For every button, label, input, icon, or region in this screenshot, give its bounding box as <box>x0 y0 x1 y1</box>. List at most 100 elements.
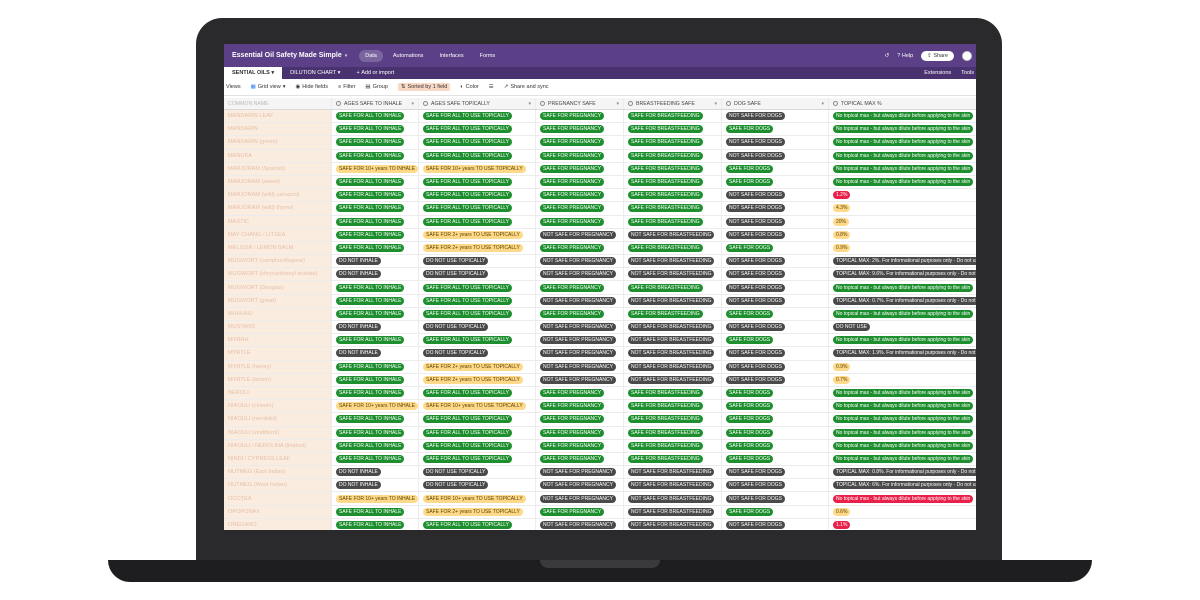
table-row[interactable]: MANDARIN SAFE FOR ALL TO INHALE SAFE FOR A… <box>224 123 976 137</box>
nav-automations[interactable]: Automations <box>392 52 424 59</box>
table-cell[interactable]: NOT SAFE FOR DOGS <box>722 492 829 505</box>
table-cell[interactable]: NOT SAFE FOR DOGS <box>722 136 829 149</box>
table-cell[interactable]: SAFE FOR ALL TO INHALE <box>332 149 419 162</box>
table-cell[interactable]: DO NOT USE TOPICALLY <box>419 479 536 492</box>
table-cell[interactable]: No topical max - but always dilute befor… <box>829 281 976 293</box>
table-cell[interactable]: SAFE FOR PREGNANCY <box>536 123 624 136</box>
table-cell[interactable]: DO NOT INHALE <box>332 347 419 360</box>
column-header[interactable]: AGES SAFE TO INHALE ▾ <box>332 98 419 109</box>
common-name-cell[interactable]: NIAOULI / NEROLINA (linalool) <box>224 439 332 452</box>
table-cell[interactable]: TOPICAL MAX: 6%. For informational purpo… <box>829 479 976 491</box>
table-cell[interactable]: SAFE FOR ALL TO USE TOPICALLY <box>419 149 536 162</box>
table-cell[interactable]: 0.7% <box>829 374 976 386</box>
table-cell[interactable]: SAFE FOR 2+ years TO USE TOPICALLY <box>419 241 536 255</box>
table-cell[interactable]: TOPICAL MAX: 1.9%. For informational pur… <box>829 347 976 359</box>
help-button[interactable]: ? Help <box>897 52 914 59</box>
table-cell[interactable]: SAFE FOR PREGNANCY <box>536 386 624 400</box>
table-cell[interactable]: SAFE FOR BREASTFEEDING <box>624 175 722 189</box>
table-cell[interactable]: SAFE FOR BREASTFEEDING <box>624 162 722 175</box>
table-row[interactable]: MAY CHANG / LITSEA SAFE FOR ALL TO INHALE… <box>224 228 976 242</box>
table-cell[interactable]: No topical max - but always dilute befor… <box>829 150 976 162</box>
table-cell[interactable]: NOT SAFE FOR DOGS <box>722 202 829 215</box>
common-name-cell[interactable]: MUSTARD <box>224 321 332 334</box>
table-cell[interactable]: SAFE FOR BREASTFEEDING <box>624 426 722 439</box>
table-cell[interactable]: NOT SAFE FOR BREASTFEEDING <box>624 321 722 334</box>
table-cell[interactable]: SAFE FOR PREGNANCY <box>536 175 624 189</box>
table-cell[interactable]: TOPICAL MAX: 9.6%. For informational pur… <box>829 268 976 280</box>
table-cell[interactable]: SAFE FOR PREGNANCY <box>536 426 624 439</box>
table-row[interactable]: MUGWORT (Douglas) SAFE FOR ALL TO INHALE S… <box>224 281 976 295</box>
table-cell[interactable]: SAFE FOR ALL TO USE TOPICALLY <box>419 452 536 466</box>
table-cell[interactable]: NOT SAFE FOR BREASTFEEDING <box>624 518 722 530</box>
table-cell[interactable]: 1.1% <box>829 519 976 530</box>
common-name-cell[interactable]: MANDARIN (green) <box>224 136 332 149</box>
table-cell[interactable]: SAFE FOR 10+ years TO INHALE <box>332 492 419 505</box>
table-cell[interactable]: NOT SAFE FOR DOGS <box>722 189 829 202</box>
table-cell[interactable]: SAFE FOR ALL TO INHALE <box>332 281 419 294</box>
column-header[interactable]: BREASTFEEDING SAFE ▾ <box>624 98 722 109</box>
table-cell[interactable]: SAFE FOR DOGS <box>722 307 829 320</box>
table-cell[interactable]: SAFE FOR BREASTFEEDING <box>624 413 722 426</box>
table-cell[interactable]: NOT SAFE FOR DOGS <box>722 228 829 241</box>
table-row[interactable]: NEROLI SAFE FOR ALL TO INHALE SAFE FOR ALL… <box>224 386 976 401</box>
color-button[interactable]: ◐ Color <box>460 84 478 90</box>
table-cell[interactable]: SAFE FOR DOGS <box>722 241 829 255</box>
table-cell[interactable]: NOT SAFE FOR PREGNANCY <box>536 373 624 386</box>
table-cell[interactable]: No topical max - but always dilute befor… <box>829 163 976 175</box>
table-cell[interactable]: NOT SAFE FOR PREGNANCY <box>536 294 624 307</box>
table-cell[interactable]: SAFE FOR ALL TO USE TOPICALLY <box>419 136 536 149</box>
table-cell[interactable]: NOT SAFE FOR BREASTFEEDING <box>624 360 722 373</box>
table-row[interactable]: MYRTLE DO NOT INHALE DO NOT USE TOPICALLY N… <box>224 347 976 361</box>
table-cell[interactable]: DO NOT USE TOPICALLY <box>419 321 536 334</box>
table-cell[interactable]: SAFE FOR ALL TO USE TOPICALLY <box>419 202 536 215</box>
table-cell[interactable]: 4.3% <box>829 202 976 214</box>
table-cell[interactable]: NOT SAFE FOR DOGS <box>722 479 829 492</box>
table-cell[interactable]: SAFE FOR ALL TO USE TOPICALLY <box>419 439 536 452</box>
common-name-cell[interactable]: MANUKA <box>224 149 332 162</box>
table-cell[interactable]: NOT SAFE FOR BREASTFEEDING <box>624 268 722 281</box>
table-cell[interactable]: SAFE FOR ALL TO USE TOPICALLY <box>419 294 536 307</box>
table-cell[interactable]: SAFE FOR ALL TO USE TOPICALLY <box>419 215 536 228</box>
table-cell[interactable]: DO NOT USE TOPICALLY <box>419 466 536 479</box>
table-row[interactable]: MANDARIN LEAF SAFE FOR ALL TO INHALE SAFE … <box>224 110 976 124</box>
row-height-button[interactable]: ☰ <box>489 84 494 90</box>
common-name-cell[interactable]: MARJORAM (sweet) <box>224 175 332 189</box>
table-cell[interactable]: SAFE FOR ALL TO USE TOPICALLY <box>419 110 536 123</box>
table-cell[interactable]: NOT SAFE FOR DOGS <box>722 373 829 386</box>
table-cell[interactable]: SAFE FOR PREGNANCY <box>536 189 624 202</box>
common-name-cell[interactable]: MARJORAM (wild) thymol <box>224 202 332 215</box>
nav-data[interactable]: Data <box>359 49 383 62</box>
table-cell[interactable]: 0.8% <box>829 229 976 241</box>
table-cell[interactable]: 0.9% <box>829 361 976 373</box>
table-cell[interactable]: 0.6% <box>829 506 976 518</box>
history-icon[interactable]: ↺ <box>884 52 890 59</box>
table-cell[interactable]: SAFE FOR ALL TO USE TOPICALLY <box>419 426 536 439</box>
table-row[interactable]: OCOTEA SAFE FOR 10+ years TO INHALE SAFE F… <box>224 492 976 506</box>
table-cell[interactable]: No topical max - but always dilute befor… <box>829 427 976 439</box>
table-row[interactable]: NIAOULI (nerolidol) SAFE FOR ALL TO INHAL… <box>224 413 976 427</box>
table-row[interactable]: OREGANO SAFE FOR ALL TO INHALE SAFE FOR AL… <box>224 518 976 530</box>
common-name-cell[interactable]: MARJORAM (wild) carvacrol <box>224 189 332 202</box>
table-cell[interactable]: SAFE FOR ALL TO INHALE <box>332 307 419 320</box>
table-cell[interactable]: No topical max - but always dilute befor… <box>829 123 976 135</box>
table-cell[interactable]: NOT SAFE FOR DOGS <box>722 268 829 281</box>
grid-view-button[interactable]: ▦ Grid view ▾ <box>251 84 286 90</box>
table-cell[interactable]: SAFE FOR PREGNANCY <box>536 452 624 466</box>
table-cell[interactable]: NOT SAFE FOR BREASTFEEDING <box>624 255 722 268</box>
views-button[interactable]: Views <box>226 84 241 90</box>
table-cell[interactable]: SAFE FOR BREASTFEEDING <box>624 307 722 320</box>
table-cell[interactable]: SAFE FOR ALL TO INHALE <box>332 334 419 347</box>
table-cell[interactable]: SAFE FOR ALL TO INHALE <box>332 202 419 215</box>
table-cell[interactable]: SAFE FOR 10+ years TO USE TOPICALLY <box>419 400 536 413</box>
common-name-cell[interactable]: MASTIC <box>224 215 332 228</box>
table-cell[interactable]: NOT SAFE FOR BREASTFEEDING <box>624 492 722 505</box>
extensions-button[interactable]: Extensions <box>924 70 952 76</box>
table-cell[interactable]: SAFE FOR 10+ years TO INHALE <box>332 400 419 413</box>
table-cell[interactable]: SAFE FOR BREASTFEEDING <box>624 241 722 255</box>
table-row[interactable]: MARJORAM (wild) thymol SAFE FOR ALL TO IN… <box>224 202 976 216</box>
table-cell[interactable]: SAFE FOR ALL TO USE TOPICALLY <box>419 281 536 294</box>
table-cell[interactable]: SAFE FOR DOGS <box>722 505 829 518</box>
table-cell[interactable]: NOT SAFE FOR DOGS <box>722 110 829 123</box>
table-cell[interactable]: SAFE FOR ALL TO INHALE <box>332 373 419 386</box>
column-header[interactable]: COMMON NAME <box>224 98 332 109</box>
